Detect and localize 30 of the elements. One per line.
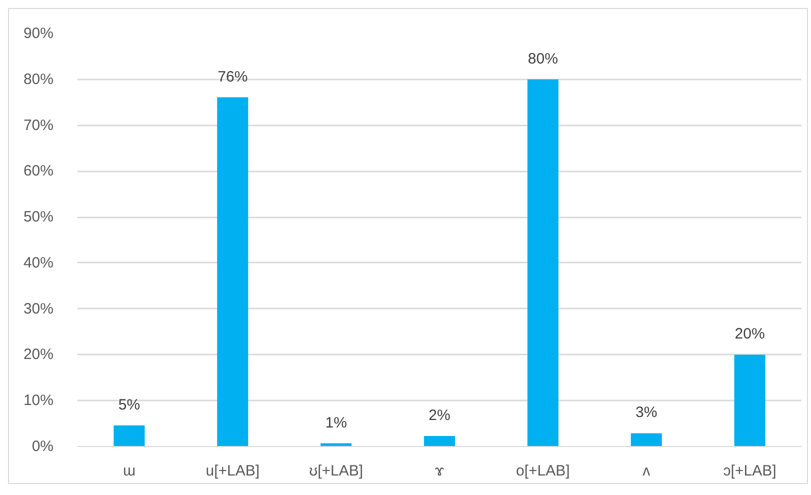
data-label: 3% — [636, 404, 658, 422]
bar — [424, 436, 456, 446]
bar — [114, 425, 145, 446]
y-tick-label: 50% — [23, 208, 54, 226]
x-tick-label: ɤ — [434, 462, 445, 480]
y-tick-label: 80% — [23, 70, 54, 88]
y-tick-label: 0% — [32, 438, 54, 455]
x-tick-label: ɯ — [122, 462, 136, 480]
y-tick-label: 30% — [23, 300, 54, 318]
data-label: 5% — [118, 396, 140, 414]
data-label: 76% — [218, 68, 248, 86]
y-tick-label: 40% — [23, 254, 54, 272]
y-tick-label: 60% — [23, 162, 54, 180]
x-tick-label: ɔ[+LAB] — [723, 462, 776, 480]
bar — [734, 354, 766, 446]
x-tick-label: o[+LAB] — [516, 462, 570, 480]
bar — [630, 433, 662, 446]
y-tick-label: 20% — [23, 346, 54, 364]
data-label: 1% — [325, 414, 347, 432]
y-tick-label: 90% — [23, 25, 54, 42]
data-label: 20% — [734, 326, 765, 343]
x-tick-label: u[+LAB] — [206, 462, 260, 480]
y-tick-label: 70% — [23, 116, 54, 134]
bar — [527, 79, 558, 446]
data-label: 80% — [528, 50, 558, 68]
data-label: 2% — [428, 406, 450, 424]
x-tick-label: ʊ[+LAB] — [309, 462, 364, 480]
y-tick-label: 10% — [23, 392, 54, 410]
x-tick-label: ʌ — [642, 462, 651, 480]
bar — [217, 97, 248, 446]
